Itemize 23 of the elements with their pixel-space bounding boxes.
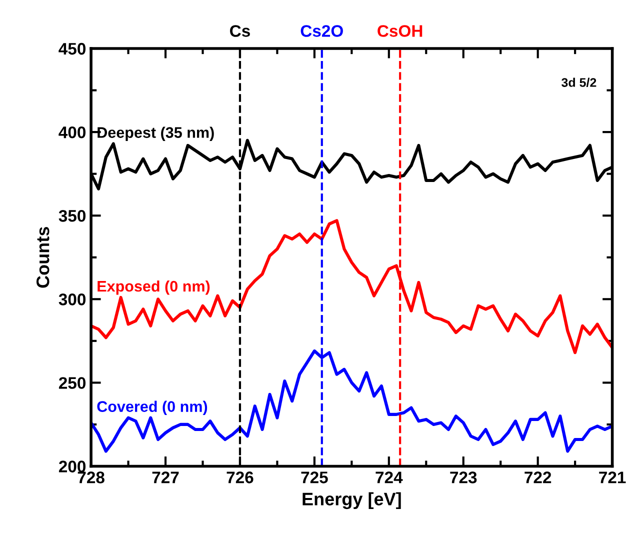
y-tick-label: 300 xyxy=(58,294,86,306)
x-tick-label: 728 xyxy=(78,472,104,484)
x-tick-label: 722 xyxy=(524,472,552,484)
x-tick-label: 726 xyxy=(226,472,254,484)
ref-line-label: Cs xyxy=(230,25,250,37)
ref-line-label: Cs2O xyxy=(300,25,343,37)
x-tick-label: 724 xyxy=(376,472,403,484)
y-tick-label: 400 xyxy=(58,126,86,138)
y-tick-label: 450 xyxy=(58,42,86,55)
x-tick-label: 721 xyxy=(599,472,626,484)
x-tick-label: 725 xyxy=(301,472,328,484)
x-tick-label: 727 xyxy=(152,472,179,484)
x-tick-label: 723 xyxy=(450,472,477,484)
y-axis-title: Counts xyxy=(36,227,50,288)
y-tick-label: 350 xyxy=(58,210,86,222)
x-axis-title: Energy [eV] xyxy=(302,492,401,510)
series-label: Covered (0 nm) xyxy=(97,400,208,415)
ref-line-label: CsOH xyxy=(378,25,422,37)
y-tick-label: 200 xyxy=(58,460,86,472)
y-tick-label: 250 xyxy=(58,377,86,389)
series-label: Exposed (0 nm) xyxy=(98,280,210,295)
series-label: Deepest (35 nm) xyxy=(98,126,214,141)
annotation: 3d 5/2 xyxy=(562,78,596,88)
